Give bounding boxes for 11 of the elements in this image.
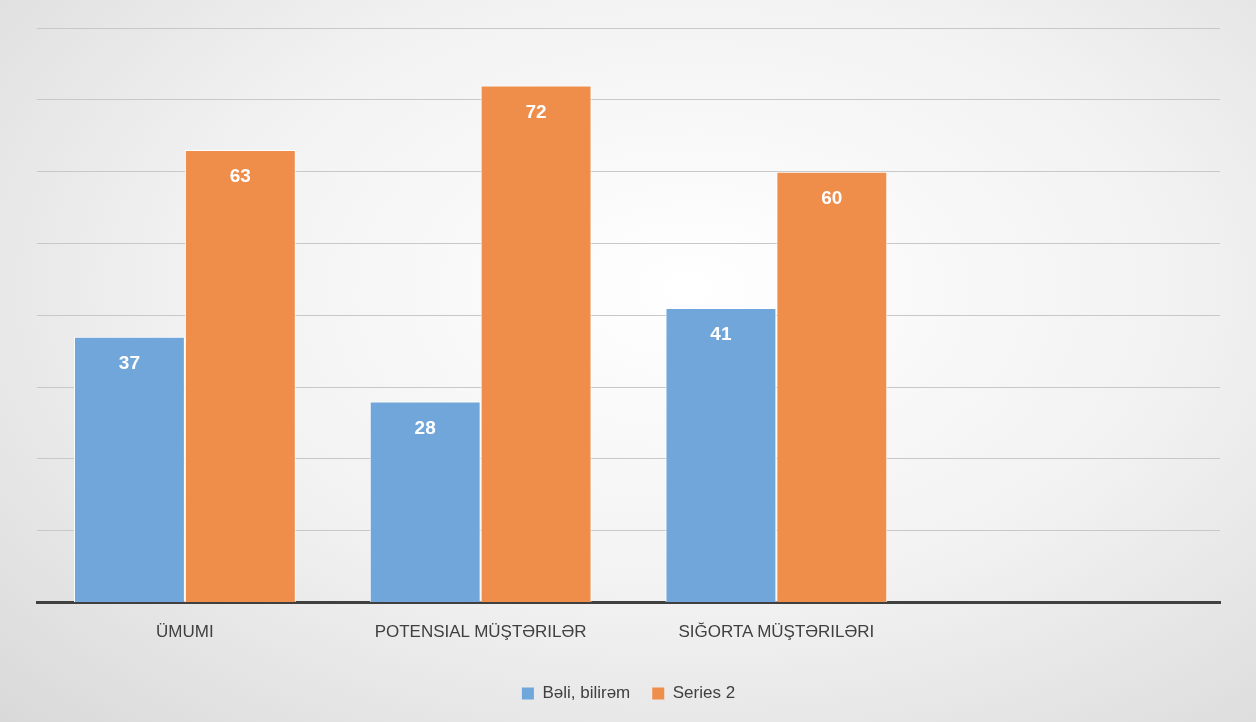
x-tick-label: SIĞORTA MÜŞTƏRILƏRI (678, 622, 875, 642)
data-label: 28 (414, 416, 436, 438)
x-tick-label: POTENSIAL MÜŞTƏRILƏR (374, 622, 587, 642)
data-label: 72 (525, 100, 547, 122)
legend-label: Series 2 (672, 683, 736, 703)
data-label: 60 (821, 186, 843, 208)
data-label: 63 (229, 165, 251, 187)
data-label: 37 (118, 352, 140, 374)
legend-label: Bəli, bilirəm (542, 683, 631, 703)
x-tick-label: ÜMUMI (156, 622, 214, 642)
data-label: 41 (710, 323, 732, 345)
